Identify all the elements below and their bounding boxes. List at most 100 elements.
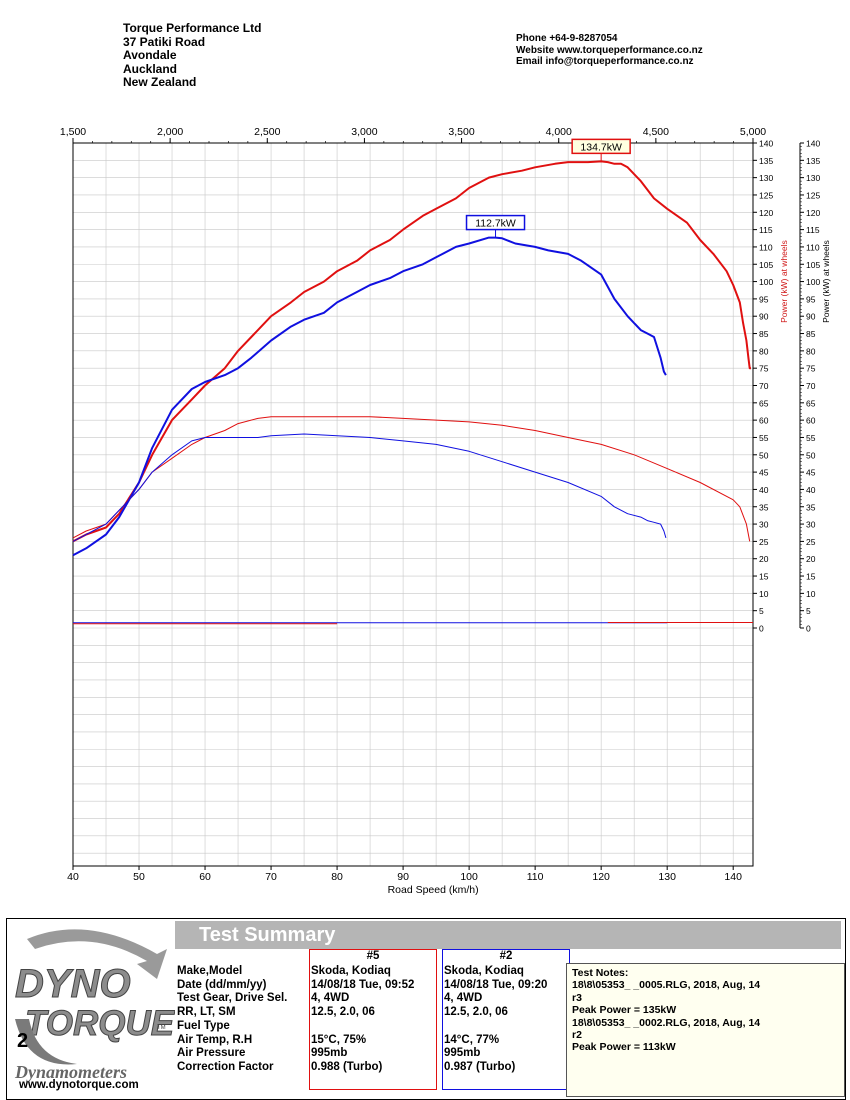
notes-line: Peak Power = 135kW [572,1004,677,1017]
label-make-model: Make,Model [177,965,243,977]
right-axis2-tick-label: 105 [806,260,820,270]
logo-swirl-icon [15,1019,77,1065]
test-summary-panel: DYNO TORQUE TM 2 Dynamometers www.dynoto… [6,918,846,1100]
right-y-axis-label: Power (kW) at wheels [821,240,831,323]
phone-text: Phone +64-9-8287054 [516,33,618,44]
right-axis2-tick-label: 30 [806,520,816,530]
right-axis2-tick-label: 35 [806,502,816,512]
right-axis2-tick-label: 125 [806,190,820,200]
logo-badge: 2 [17,1030,28,1052]
peak-label: 112.7kW [475,218,516,230]
run-5-gear: 4, 4WD [311,992,350,1005]
run-5-box [309,949,437,1090]
x-axis-tick-label: 90 [397,871,409,883]
address-line: 37 Patiki Road [123,34,206,49]
run-5-fuel [311,1020,414,1034]
x-axis-tick-label: 60 [199,871,211,883]
label-air-pressure: Air Pressure [177,1047,246,1060]
x-axis-tick-label: 110 [527,871,544,883]
right-axis-tick-label: 115 [759,225,773,235]
right-axis2-tick-label: 85 [806,329,816,339]
run-2-gear: 4, 4WD [444,992,483,1005]
right-axis-tick-label: 60 [759,416,769,426]
right-axis2-tick-label: 130 [806,173,820,183]
right-axis-tick-label: 95 [759,294,769,304]
notes-line: 18\8\05353_ _0002.RLG, 2018, Aug, 14 [572,1016,761,1029]
right-axis2-tick-label: 5 [806,606,811,616]
right-axis2-tick-label: 95 [806,294,816,304]
right-axis2-tick-label: 80 [806,346,816,356]
address-line: New Zealand [123,75,197,89]
run-2-header: #2 [499,950,513,962]
run-5-rr: 12.5, 2.0, 06 [311,1006,375,1019]
right-axis-tick-label: 130 [759,173,773,183]
run-2-date: 14/08/18 Tue, 09:20 [444,978,548,991]
right-axis-tick-label: 85 [759,329,769,339]
right-axis-tick-label: 55 [759,433,769,443]
right-axis2-tick-label: 15 [806,572,816,582]
right-axis2-tick-label: 100 [806,277,820,287]
run-5-pressure: 995mb [311,1047,348,1060]
series-line-1 [72,236,667,557]
top-axis-tick-label: 3,500 [448,126,474,138]
right-axis2-tick-label: 70 [806,381,816,391]
right-axis-tick-label: 35 [759,502,769,512]
plot-border [72,142,754,867]
run-2-fuel [444,1020,547,1034]
x-axis-tick-label: 80 [331,871,343,883]
right-axis2-tick-label: 0 [806,624,811,634]
x-axis-tick-label: 140 [724,871,742,883]
x-axis-label: Road Speed (km/h) [388,884,479,896]
notes-line: Test Notes: [572,967,629,979]
run-2-pressure: 995mb [444,1047,481,1060]
right-axis-tick-label: 75 [759,364,769,374]
right-axis2-tick-label: 115 [806,225,820,235]
right-axis2-tick-label: 60 [806,416,816,426]
left-y-axis-label: Power (kW) at wheels [779,240,789,323]
logo-website: www.dynotorque.com [19,1079,139,1091]
top-axis-tick-label: 1,500 [60,126,86,138]
run-5-make: Skoda, Kodiaq [311,965,391,977]
run-2-values: Skoda, Kodiaq 14/08/18 Tue, 09:20 4, 4WD… [444,965,547,1075]
company-contact: Phone +64-9-8287054 Website www.torquepe… [516,33,703,68]
right-axis2-tick-label: 55 [806,433,816,443]
right-axis-tick-label: 110 [759,242,773,252]
x-axis-tick-label: 70 [265,871,277,883]
right-axis-tick-label: 90 [759,312,769,322]
top-axis-tick-label: 4,000 [546,126,572,138]
run-2-rr: 12.5, 2.0, 06 [444,1006,508,1019]
run-2-correction: 0.987 (Turbo) [444,1060,516,1073]
notes-line: Peak Power = 113kW [572,1041,676,1054]
company-name: Torque Performance Ltd [123,21,262,35]
peak-label-box [571,138,631,155]
right-axis2-tick-label: 40 [806,485,816,495]
dynotorque-logo: DYNO TORQUE TM 2 Dynamometers [14,929,175,1082]
peak-label: 134.7kW [580,141,622,153]
run-5-values: Skoda, Kodiaq 14/08/18 Tue, 09:52 4, 4WD… [311,965,414,1075]
notes-line: r2 [572,1029,582,1042]
right-axis-tick-label: 105 [759,260,773,270]
right-axis-tick-label: 120 [759,208,773,218]
run-5-header: #5 [366,950,380,962]
right-axis-tick-label: 125 [759,190,773,200]
address-line: Auckland [123,61,178,76]
logo-word-torque: TORQUE [25,1004,175,1043]
dyno-power-chart: 1,500 2,000 2,500 3,000 3,500 4,000 4,500 5,000… [60,126,831,896]
right-axis2-tick-label: 75 [806,364,816,374]
right-axis-tick-label: 135 [759,156,773,166]
top-axis-tick-label: 5,000 [740,126,766,138]
notes-line: r3 [572,991,582,1004]
right-axis-tick-label: 5 [759,606,764,616]
top-axis-tick-label: 3,000 [351,126,377,138]
right-axis-tick-label: 30 [759,520,769,530]
series-line-3 [72,433,667,542]
right-axis2-tick-label: 140 [806,139,820,149]
right-axis2-tick-label: 50 [806,450,816,460]
right-axis2-tick-label: 25 [806,537,816,547]
right-axis-tick-label: 140 [759,139,773,149]
logo-swoosh-icon [27,929,167,979]
right-axis-tick-label: 0 [759,624,764,634]
run-5-date: 14/08/18 Tue, 09:52 [311,978,415,991]
right-axis2-tick-label: 120 [806,208,820,218]
label-correction: Correction Factor [177,1060,274,1073]
